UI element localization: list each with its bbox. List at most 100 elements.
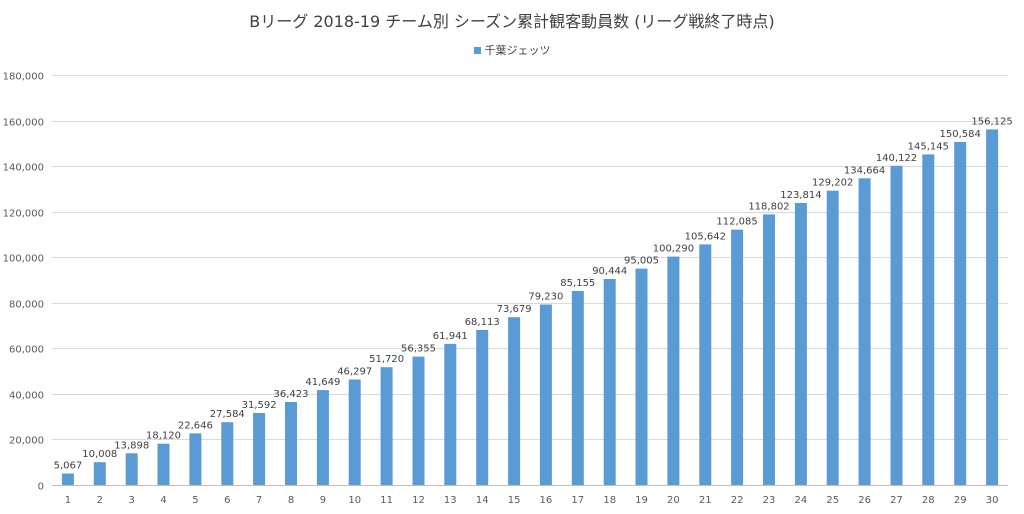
x-tick-label: 14	[476, 495, 489, 506]
x-tick-label: 16	[540, 495, 553, 506]
bar	[826, 190, 839, 485]
data-label: 85,155	[560, 278, 595, 289]
bar	[221, 422, 234, 485]
bar	[476, 329, 489, 485]
bar	[380, 367, 393, 485]
bar	[922, 154, 935, 485]
data-label: 56,355	[401, 344, 436, 355]
data-label: 105,642	[685, 231, 726, 242]
x-tick-label: 19	[635, 495, 648, 506]
y-tick-label: 160,000	[3, 118, 44, 129]
data-label: 31,592	[242, 400, 277, 411]
x-tick-label: 24	[795, 495, 808, 506]
x-tick-label: 9	[320, 495, 326, 506]
x-tick-label: 6	[224, 495, 230, 506]
data-label: 46,297	[337, 367, 372, 378]
x-axis: 1 2 3 4 5 6 7 8 9 10 11 12 13 14 15 16 17 18 19 20 21 22 23 24 2…	[65, 495, 999, 506]
bar	[731, 229, 744, 485]
x-tick-label: 11	[380, 495, 393, 506]
y-tick-label: 60,000	[9, 345, 44, 356]
x-tick-label: 12	[412, 495, 425, 506]
x-tick-label: 21	[699, 495, 712, 506]
data-label: 27,584	[210, 409, 245, 420]
legend: 千葉ジェッツ	[0, 42, 1024, 58]
bar	[93, 462, 106, 485]
data-label: 18,120	[146, 431, 181, 442]
x-tick-label: 18	[603, 495, 616, 506]
x-tick-label: 30	[986, 495, 999, 506]
x-tick-label: 5	[192, 495, 198, 506]
legend-swatch	[473, 46, 481, 54]
bar	[444, 343, 457, 485]
data-label: 150,584	[940, 129, 981, 140]
data-label: 95,005	[624, 256, 659, 267]
x-tick-label: 4	[160, 495, 166, 506]
x-tick-label: 27	[890, 495, 903, 506]
y-tick-label: 120,000	[3, 209, 44, 220]
bar	[61, 473, 74, 485]
bar	[603, 279, 616, 485]
x-tick-label: 29	[954, 495, 967, 506]
x-tick-label: 3	[129, 495, 135, 506]
data-label: 51,720	[369, 354, 404, 365]
x-tick-label: 8	[288, 495, 294, 506]
bar	[412, 356, 425, 485]
data-label: 140,122	[876, 153, 917, 164]
bar	[986, 129, 999, 485]
y-axis: 0 20,000 40,000 60,000 80,000 100,000 120,000 1…	[3, 72, 44, 493]
bar	[954, 142, 967, 485]
data-labels: 5,06710,00813,89818,12022,64627,58431,59…	[54, 116, 1013, 471]
y-tick-label: 100,000	[3, 254, 44, 265]
x-tick-label: 23	[763, 495, 776, 506]
y-tick-label: 20,000	[9, 436, 44, 447]
bar	[157, 443, 170, 485]
x-tick-label: 22	[731, 495, 744, 506]
data-label: 41,649	[305, 377, 340, 388]
bar	[667, 256, 680, 485]
x-tick-label: 10	[348, 495, 361, 506]
bar	[348, 379, 361, 485]
x-tick-label: 17	[571, 495, 584, 506]
data-label: 79,230	[528, 292, 563, 303]
x-tick-label: 2	[97, 495, 103, 506]
x-tick-label: 7	[256, 495, 262, 506]
data-label: 61,941	[433, 331, 468, 342]
y-tick-label: 40,000	[9, 391, 44, 402]
data-label: 10,008	[82, 449, 117, 460]
data-label: 5,067	[54, 461, 83, 472]
data-label: 22,646	[178, 420, 213, 431]
y-tick-label: 80,000	[9, 300, 44, 311]
bar	[316, 390, 329, 485]
bar	[890, 165, 903, 486]
bar	[253, 413, 266, 485]
bar	[858, 178, 871, 486]
data-label: 145,145	[908, 141, 949, 152]
x-tick-label: 28	[922, 495, 935, 506]
data-label: 129,202	[812, 178, 853, 189]
data-label: 13,898	[114, 440, 149, 451]
x-tick-label: 25	[826, 495, 839, 506]
data-label: 156,125	[971, 116, 1012, 127]
x-tick-label: 13	[444, 495, 457, 506]
data-label: 100,290	[653, 244, 694, 255]
y-tick-label: 140,000	[3, 163, 44, 174]
chart-title: Bリーグ 2018-19 チーム別 シーズン累計観客動員数 (リーグ戦終了時点)	[249, 12, 775, 31]
bar	[508, 317, 521, 485]
bar	[699, 244, 712, 485]
bar	[285, 402, 297, 485]
data-label: 68,113	[465, 317, 500, 328]
data-label: 123,814	[780, 190, 821, 201]
bar	[125, 453, 138, 485]
bar	[189, 433, 202, 485]
data-label: 90,444	[592, 266, 627, 277]
data-label: 73,679	[497, 304, 532, 315]
legend-label: 千葉ジェッツ	[484, 44, 551, 57]
bars	[61, 129, 999, 486]
y-tick-label: 180,000	[3, 72, 44, 83]
data-label: 134,664	[844, 165, 885, 176]
data-label: 112,085	[716, 217, 757, 228]
bar	[794, 203, 807, 485]
data-label: 118,802	[748, 201, 789, 212]
gridlines	[52, 75, 1008, 486]
